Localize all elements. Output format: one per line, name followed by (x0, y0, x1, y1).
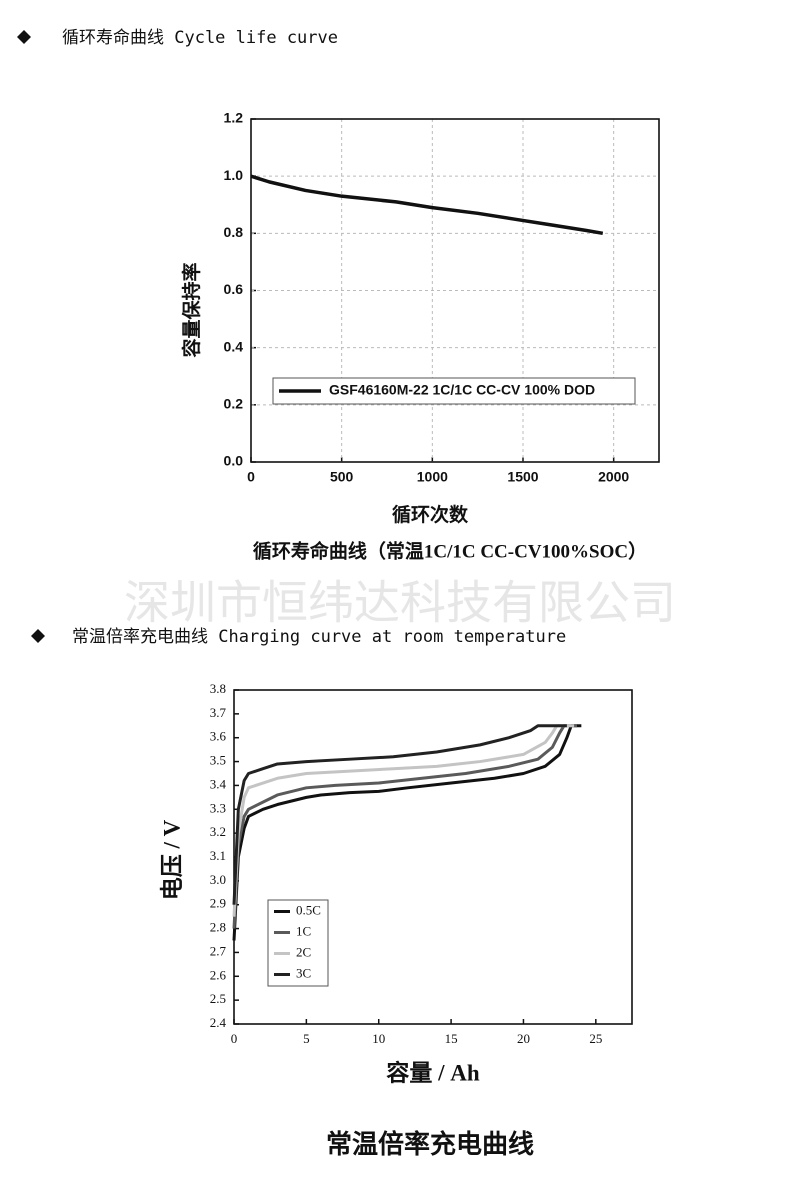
plot-frame (250, 118, 660, 463)
section-heading: 循环寿命曲线 Cycle life curve (62, 28, 338, 48)
y-axis-label: 容量保持率 (180, 262, 203, 357)
x-tick-label: 0 (247, 469, 255, 485)
legend-label: 2C (296, 944, 311, 959)
y-axis-label: 电压 / V (159, 819, 184, 900)
y-tick-label: 1.2 (224, 110, 244, 126)
y-tick-label: 3.1 (210, 848, 226, 863)
x-tick-label: 5 (303, 1031, 310, 1046)
x-tick-label: 1000 (417, 469, 448, 485)
y-tick-label: 3.5 (210, 753, 226, 768)
legend-label: 1C (296, 923, 311, 938)
y-tick-label: 0.4 (224, 338, 244, 354)
series-line (250, 174, 604, 236)
y-tick-label: 3.4 (210, 776, 227, 791)
y-tick-label: 0.6 (224, 281, 244, 297)
series-line (232, 724, 582, 941)
y-tick-label: 0.0 (224, 453, 244, 469)
section-heading: 常温倍率充电曲线 Charging curve at room temperat… (72, 627, 566, 647)
series-line (232, 724, 567, 905)
y-tick-label: 2.8 (210, 920, 226, 935)
y-tick-label: 3.8 (210, 681, 226, 696)
x-tick-label: 15 (445, 1031, 458, 1046)
y-tick-label: 0.8 (224, 224, 244, 240)
plot-frame (233, 689, 633, 1025)
legend-box (267, 899, 329, 987)
x-tick-label: 2000 (598, 469, 629, 485)
bullet (31, 629, 45, 643)
x-tick-label: 0 (231, 1031, 238, 1046)
x-tick-label: 10 (372, 1031, 385, 1046)
x-axis-label: 循环次数 (392, 503, 469, 526)
series-line (232, 724, 575, 917)
legend-label: 3C (296, 965, 311, 980)
chart-caption: 常温倍率充电曲线 (326, 1129, 534, 1159)
x-tick-label: 20 (517, 1031, 530, 1046)
chart-caption: 循环寿命曲线（常温1C/1C CC-CV100%SOC） (253, 539, 647, 562)
series-line (232, 724, 578, 929)
legend-label: GSF46160M-22 1C/1C CC-CV 100% DOD (329, 382, 595, 398)
y-tick-label: 2.6 (210, 967, 227, 982)
y-tick-label: 3.7 (210, 705, 227, 720)
y-tick-label: 2.4 (210, 1015, 227, 1030)
y-tick-label: 3.3 (210, 800, 226, 815)
bullet (17, 30, 31, 44)
x-axis-label: 容量 / Ah (386, 1059, 480, 1085)
y-tick-label: 0.2 (224, 396, 244, 412)
y-tick-label: 2.5 (210, 991, 226, 1006)
y-tick-label: 2.9 (210, 896, 226, 911)
y-tick-label: 3.2 (210, 824, 226, 839)
y-tick-label: 1.0 (224, 167, 244, 183)
watermark: 深圳市恒纬达科技有限公司 (124, 576, 676, 630)
y-tick-label: 3.0 (210, 872, 226, 887)
x-tick-label: 25 (589, 1031, 602, 1046)
x-tick-label: 1500 (507, 469, 538, 485)
legend-label: 0.5C (296, 902, 321, 917)
legend-box (272, 377, 636, 405)
x-tick-label: 500 (330, 469, 354, 485)
y-tick-label: 3.6 (210, 729, 227, 744)
y-tick-label: 2.7 (210, 943, 227, 958)
